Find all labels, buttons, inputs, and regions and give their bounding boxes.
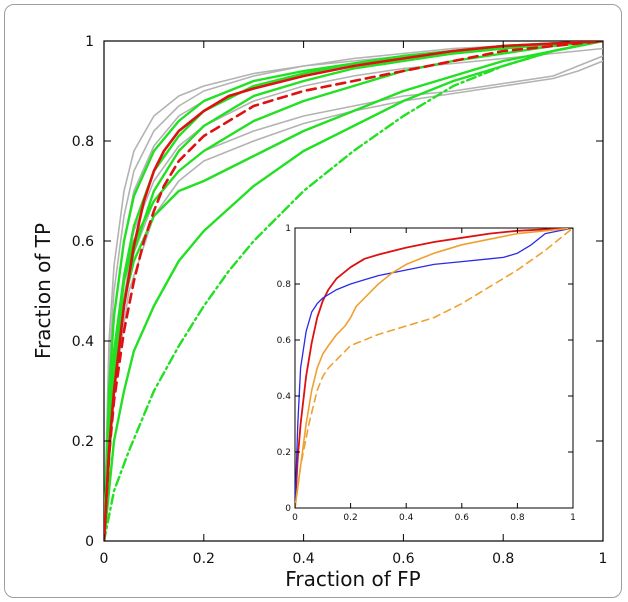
inset-chart: 0 0.2 0.4 0.6 0.8 1 0 0.2 0.4 0.6 0.8 1 xyxy=(277,224,576,523)
main-series-red-14 xyxy=(104,41,603,541)
main-x-tick-label: 0 xyxy=(100,551,109,567)
main-y-tick-label: 1 xyxy=(85,34,94,50)
inset-series-group xyxy=(295,228,573,508)
inset-series-orange-4 xyxy=(295,228,573,508)
inset-series-red-1 xyxy=(295,228,573,508)
main-y-tick-label: 0.8 xyxy=(72,134,94,150)
main-x-tick-label: 0.4 xyxy=(292,551,314,567)
main-x-tick-label: 1 xyxy=(599,551,608,567)
inset-plot-area xyxy=(294,227,574,509)
main-y-tick-label: 0.4 xyxy=(72,334,94,350)
main-y-tick-label: 0.2 xyxy=(72,434,94,450)
main-x-tick-label: 0.2 xyxy=(193,551,215,567)
main-series-green-13 xyxy=(104,41,603,541)
inset-series-orange-3 xyxy=(295,228,573,508)
main-series-red-15 xyxy=(104,41,603,541)
inset-series-blue-2 xyxy=(295,228,573,508)
main-series-green-12 xyxy=(104,41,603,541)
inset-y-tick-label: 0.8 xyxy=(277,280,292,290)
main-x-tick-label: 0.8 xyxy=(492,551,514,567)
inset-x-tick-label: 0 xyxy=(292,513,298,523)
main-x-tick-label: 0.6 xyxy=(392,551,414,567)
main-y-tick-label: 0.6 xyxy=(72,234,94,250)
inset-y-tick-label: 1 xyxy=(285,224,291,234)
inset-y-tick-label: 0.4 xyxy=(277,392,292,402)
inset-x-tick-label: 0.8 xyxy=(510,513,525,523)
inset-x-tick-label: 1 xyxy=(570,513,576,523)
inset-x-tick-label: 0.6 xyxy=(455,513,470,523)
inset-y-tick-label: 0 xyxy=(285,504,291,514)
inset-y-tick-label: 0.2 xyxy=(277,448,291,458)
main-ticks-group: 0 0.2 0.4 0.6 0.8 1 0 0.2 0.4 0.6 0.8 1 xyxy=(72,34,608,567)
main-series-group xyxy=(104,41,603,541)
y-axis-title: Fraction of TP xyxy=(31,223,55,359)
inset-y-tick-label: 0.6 xyxy=(277,336,292,346)
inset-x-tick-label: 0.2 xyxy=(343,513,357,523)
main-y-tick-label: 0 xyxy=(85,534,94,550)
inset-ticks-group: 0 0.2 0.4 0.6 0.8 1 0 0.2 0.4 0.6 0.8 1 xyxy=(277,224,576,523)
inset-x-tick-label: 0.4 xyxy=(399,513,414,523)
main-series-green-10 xyxy=(104,41,603,541)
x-axis-title: Fraction of FP xyxy=(285,567,420,591)
